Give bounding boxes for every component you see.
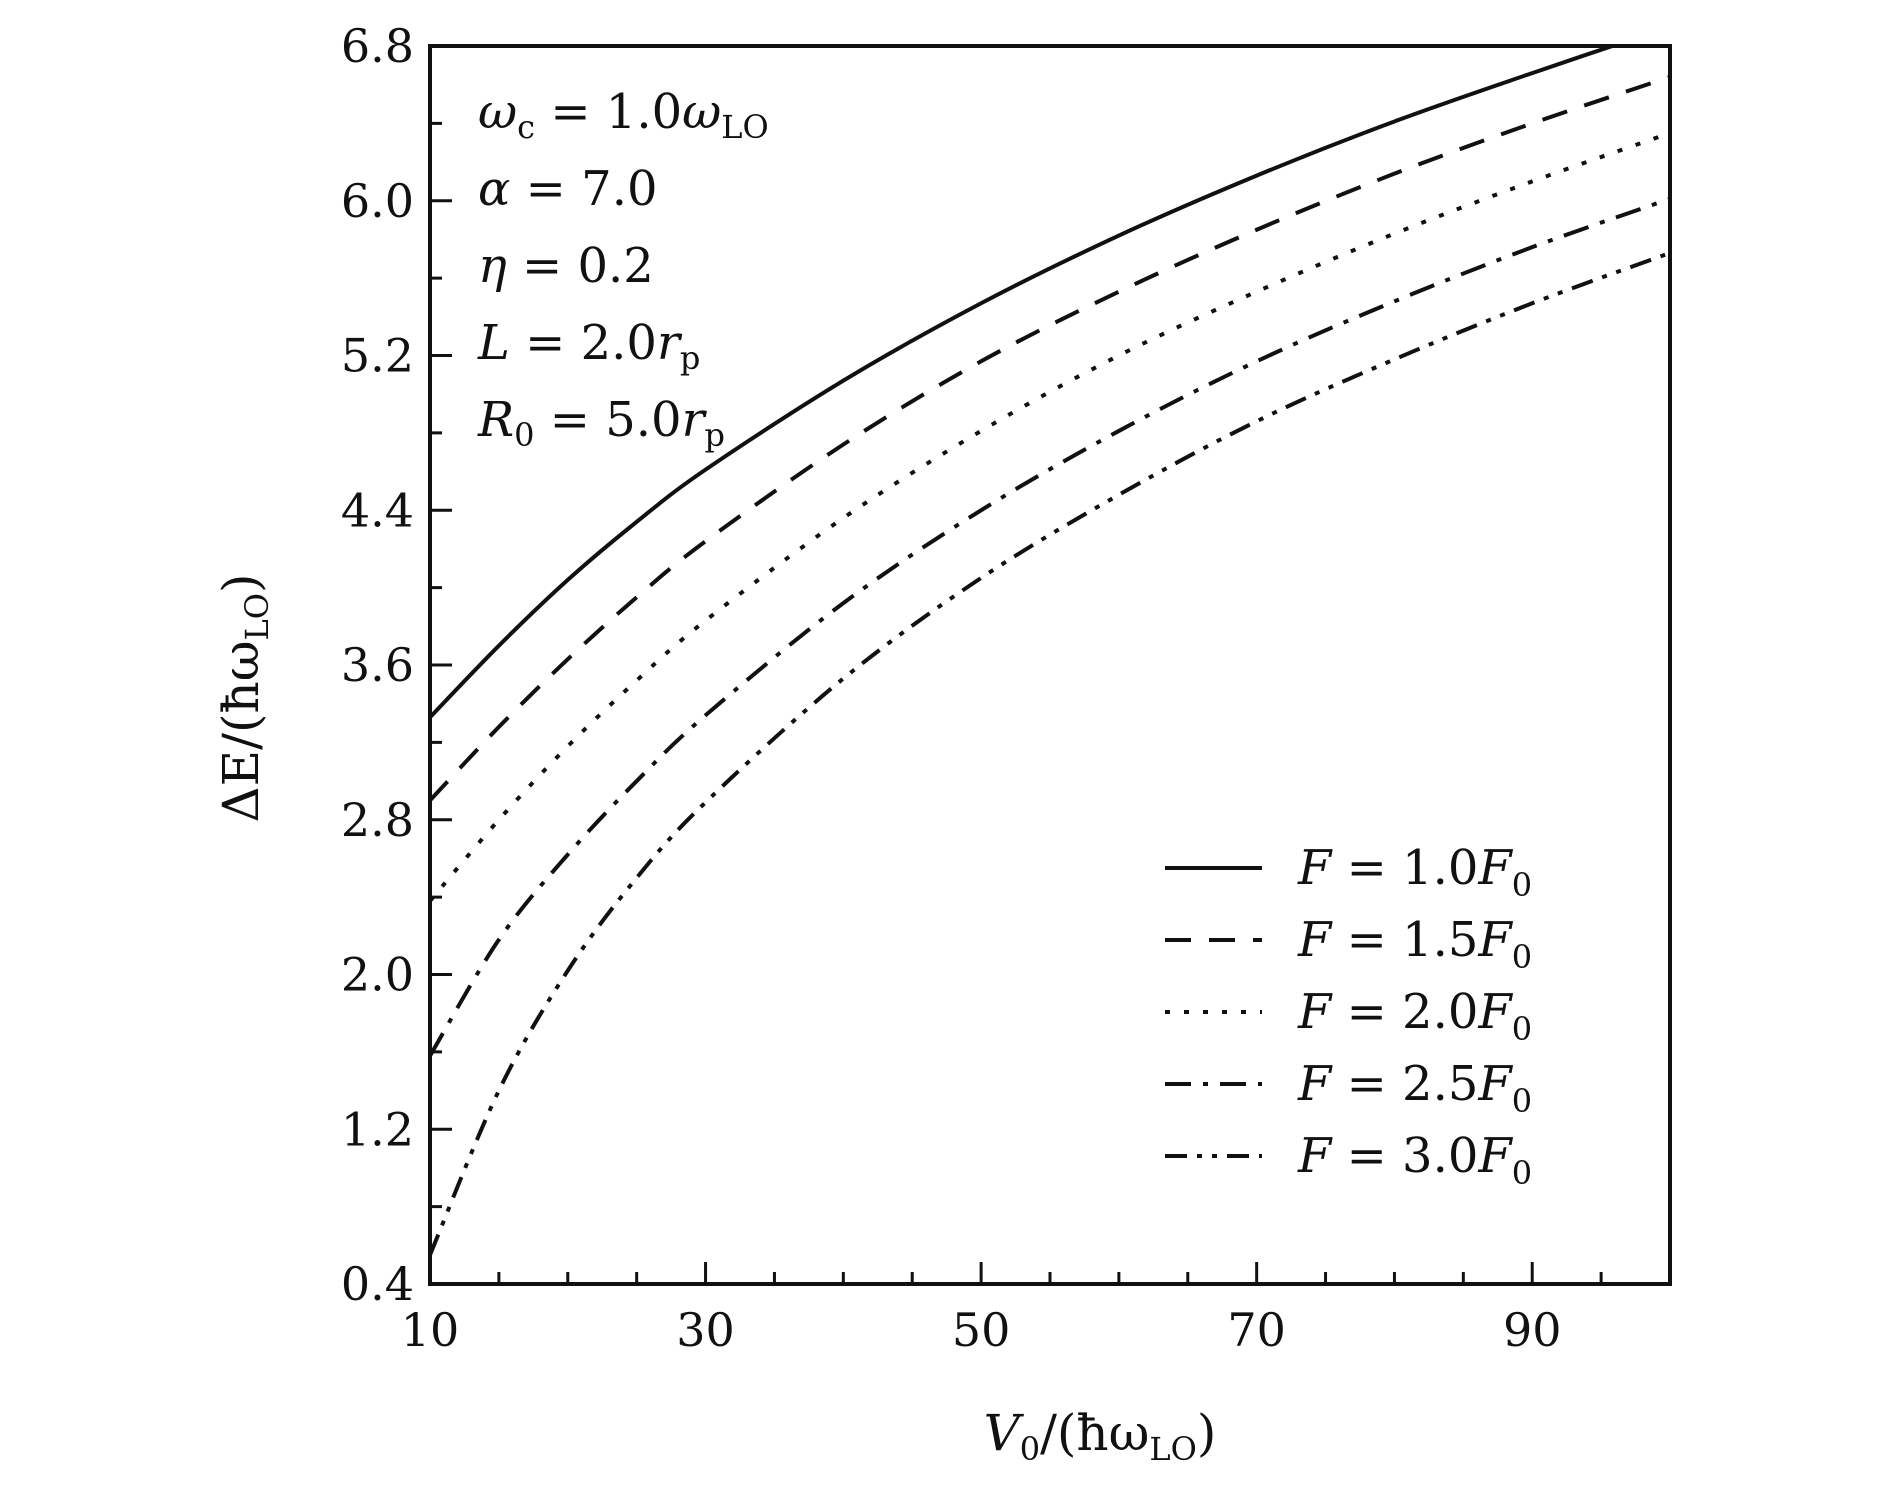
annotation-line: η = 0.2 (478, 238, 654, 294)
annotation-line: L = 2.0rp (477, 315, 700, 377)
annotations: ωc = 1.0ωLO α = 7.0 η = 0.2 L = 2.0rp R0 = 5… (477, 84, 769, 454)
series-group (430, 46, 1670, 1256)
annotation-line: ωc = 1.0ωLO (478, 84, 769, 146)
ticks-group: 10 30 50 70 90 0.4 1.2 2.0 2.8 3.6 4.4 5.2 6.0 6.8 (341, 19, 1672, 1357)
y-tick-label: 6.0 (341, 174, 414, 228)
y-tick-label: 3.6 (341, 638, 414, 692)
y-tick-label: 5.2 (341, 329, 414, 383)
y-tick-label: 2.8 (341, 793, 414, 847)
legend-label-1: F = 1.0F0 (1297, 840, 1532, 904)
x-tick-label: 70 (1227, 1303, 1286, 1357)
x-tick-label: 90 (1503, 1303, 1562, 1357)
series-line-1 (430, 46, 1619, 719)
y-tick-label: 1.2 (341, 1102, 414, 1156)
series-line-5 (430, 251, 1670, 1256)
y-axis-label: ΔE/(ħωLO) (212, 574, 276, 823)
x-tick-label: 30 (676, 1303, 735, 1357)
legend-label-2: F = 1.5F0 (1297, 912, 1532, 976)
y-tick-label: 4.4 (341, 483, 414, 537)
series-line-4 (430, 196, 1670, 1057)
annotation-line: α = 7.0 (478, 161, 658, 217)
legend: F = 1.0F0 F = 1.5F0 F = 2.0F0 F = 2.5F0 F = … (1165, 840, 1532, 1192)
y-tick-label: 2.0 (341, 948, 414, 1002)
x-tick-label: 50 (952, 1303, 1011, 1357)
x-tick-label: 10 (401, 1303, 460, 1357)
y-tick-label: 0.4 (341, 1257, 414, 1311)
series-line-3 (430, 131, 1670, 903)
annotation-line: R0 = 5.0rp (477, 392, 725, 454)
legend-label-5: F = 3.0F0 (1297, 1128, 1532, 1192)
legend-label-3: F = 2.0F0 (1297, 984, 1532, 1048)
legend-label-4: F = 2.5F0 (1297, 1056, 1532, 1120)
y-tick-label: 6.8 (341, 19, 414, 73)
series-line-2 (430, 75, 1670, 802)
x-axis-label: V0/(ħωLO) (984, 1404, 1217, 1468)
